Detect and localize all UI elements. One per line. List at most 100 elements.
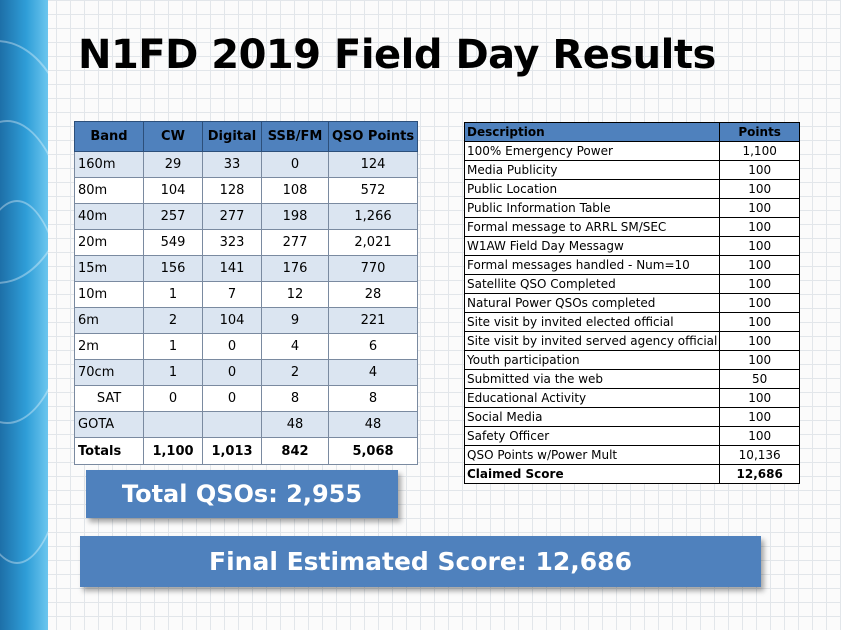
table-row: 15m 156 141 176 770 [74,255,418,282]
column-header-description: Description [463,122,721,142]
band-cell: 6m [74,307,144,334]
description-cell: Natural Power QSOs completed [463,293,721,313]
total-value-cell: 1,100 [143,437,203,465]
total-value-cell: 5,068 [328,437,418,465]
value-cell: 4 [328,359,418,386]
band-cell: 20m [74,229,144,256]
points-cell: 100 [719,255,800,275]
band-results-table: Band CW Digital SSB/FM QSO Points 160m 29… [74,121,418,465]
value-cell: 12 [261,281,329,308]
value-cell: 198 [261,203,329,230]
table-row: Natural Power QSOs completed 100 [463,293,800,313]
description-cell: Public Information Table [463,198,721,218]
band-cell: GOTA [74,411,144,438]
value-cell: 124 [328,151,418,178]
description-cell: W1AW Field Day Messagw [463,236,721,256]
value-cell: 141 [202,255,262,282]
column-header-cw: CW [143,121,203,152]
table-row: Formal message to ARRL SM/SEC 100 [463,217,800,237]
table-row: Youth participation 100 [463,350,800,370]
totals-row: Totals 1,100 1,013 842 5,068 [74,437,418,465]
table-row: Satellite QSO Completed 100 [463,274,800,294]
description-cell: Educational Activity [463,388,721,408]
value-cell [143,411,203,438]
total-qsos-banner: Total QSOs: 2,955 [86,470,398,518]
value-cell: 0 [261,151,329,178]
table-row: Submitted via the web 50 [463,369,800,389]
value-cell: 2 [261,359,329,386]
table-row: Formal messages handled - Num=10 100 [463,255,800,275]
points-cell: 100 [719,217,800,237]
table-row: 2m 1 0 4 6 [74,333,418,360]
column-header-ssb-fm: SSB/FM [261,121,329,152]
value-cell: 277 [261,229,329,256]
points-cell: 100 [719,236,800,256]
points-table-header-row: Description Points [463,122,800,142]
description-cell: Safety Officer [463,426,721,446]
final-score-banner: Final Estimated Score: 12,686 [80,536,761,587]
points-cell: 100 [719,388,800,408]
points-cell: 100 [719,293,800,313]
value-cell: 8 [328,385,418,412]
value-cell: 48 [261,411,329,438]
table-row: Media Publicity 100 [463,160,800,180]
table-row: 20m 549 323 277 2,021 [74,229,418,256]
value-cell: 8 [261,385,329,412]
description-cell: Satellite QSO Completed [463,274,721,294]
value-cell: 0 [202,333,262,360]
value-cell: 176 [261,255,329,282]
points-cell: 1,100 [719,141,800,161]
description-cell: QSO Points w/Power Mult [463,445,721,465]
points-cell: 100 [719,198,800,218]
value-cell: 0 [143,385,203,412]
table-row: GOTA 48 48 [74,411,418,438]
description-cell: Public Location [463,179,721,199]
description-cell: Site visit by invited elected official [463,312,721,332]
table-row: QSO Points w/Power Mult 10,136 [463,445,800,465]
band-cell: 160m [74,151,144,178]
table-row: W1AW Field Day Messagw 100 [463,236,800,256]
table-row: Educational Activity 100 [463,388,800,408]
description-cell: Formal messages handled - Num=10 [463,255,721,275]
value-cell: 221 [328,307,418,334]
table-row: Site visit by invited elected official 10… [463,312,800,332]
value-cell: 323 [202,229,262,256]
value-cell: 770 [328,255,418,282]
page-title: N1FD 2019 Field Day Results [78,32,716,78]
band-cell: 70cm [74,359,144,386]
value-cell: 29 [143,151,203,178]
points-cell: 100 [719,160,800,180]
column-header-points: Points [719,122,800,142]
value-cell: 277 [202,203,262,230]
points-cell: 12,686 [719,464,800,484]
total-value-cell: 842 [261,437,329,465]
value-cell: 33 [202,151,262,178]
value-cell: 28 [328,281,418,308]
points-cell: 100 [719,407,800,427]
points-cell: 10,136 [719,445,800,465]
value-cell: 104 [143,177,203,204]
value-cell: 257 [143,203,203,230]
table-row: Social Media 100 [463,407,800,427]
band-cell: 2m [74,333,144,360]
points-cell: 100 [719,426,800,446]
value-cell: 156 [143,255,203,282]
column-header-band: Band [74,121,144,152]
value-cell: 4 [261,333,329,360]
value-cell: 2 [143,307,203,334]
value-cell [202,411,262,438]
table-row: 6m 2 104 9 221 [74,307,418,334]
value-cell: 0 [202,385,262,412]
description-cell: 100% Emergency Power [463,141,721,161]
value-cell: 2,021 [328,229,418,256]
table-row: 40m 257 277 198 1,266 [74,203,418,230]
description-cell: Submitted via the web [463,369,721,389]
table-row: Safety Officer 100 [463,426,800,446]
table-row: Claimed Score 12,686 [463,464,800,484]
value-cell: 9 [261,307,329,334]
band-cell: 40m [74,203,144,230]
points-cell: 100 [719,350,800,370]
table-row: Site visit by invited served agency offi… [463,331,800,351]
band-cell: 10m [74,281,144,308]
table-row: Public Location 100 [463,179,800,199]
